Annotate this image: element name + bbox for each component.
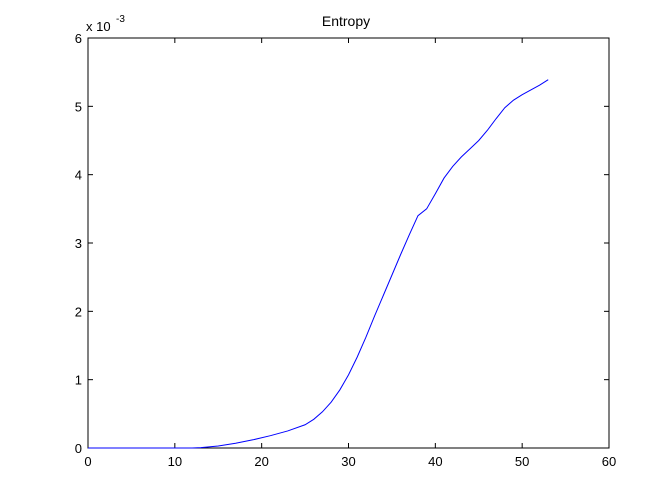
y-tick-label: 4 — [75, 168, 82, 183]
y-tick-label: 5 — [75, 99, 82, 114]
y-tick-label: 2 — [75, 304, 82, 319]
y-exponent: -3 — [116, 14, 125, 25]
y-tick-label: 6 — [75, 31, 82, 46]
y-exponent-base: x 10 — [86, 19, 111, 34]
x-tick-label: 20 — [254, 454, 268, 469]
x-tick-label: 10 — [168, 454, 182, 469]
axes-box — [87, 37, 610, 449]
y-tick-label: 0 — [75, 441, 82, 456]
x-tick-label: 0 — [84, 454, 91, 469]
data-line — [88, 79, 549, 449]
x-tick-label: 30 — [341, 454, 355, 469]
x-tick-label: 40 — [428, 454, 442, 469]
x-tick-label: 60 — [602, 454, 616, 469]
x-tick-label: 50 — [515, 454, 529, 469]
y-tick-label: 3 — [75, 236, 82, 251]
chart-title: Entropy — [322, 13, 370, 29]
y-tick-label: 1 — [75, 373, 82, 388]
